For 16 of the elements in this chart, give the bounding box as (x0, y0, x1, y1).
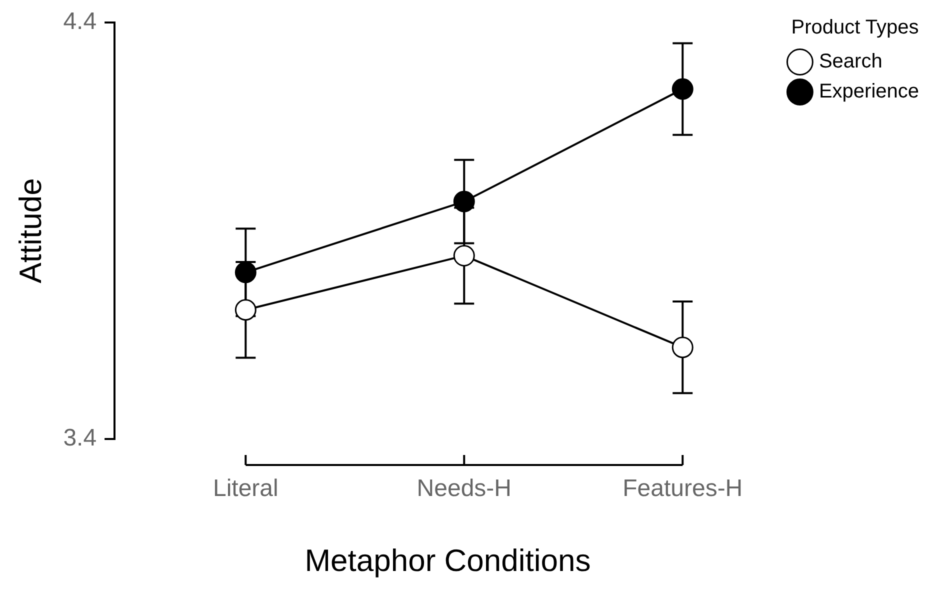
point (453, 244, 475, 266)
x-axis-title: Metaphor Conditions (304, 542, 591, 578)
x-tick-label: Needs-H (416, 475, 512, 502)
legend-label: Experience (818, 80, 920, 103)
x-tick-label: Features-H (622, 475, 743, 502)
y-tick-label: 3.4 (63, 424, 97, 452)
legend-title: Product Types (791, 16, 919, 39)
y-tick-label: 4.4 (63, 8, 97, 36)
point (234, 299, 256, 321)
point (672, 78, 694, 100)
legend-label: Search (818, 50, 882, 73)
point (672, 336, 694, 358)
point (234, 262, 256, 284)
y-axis-title: Attitude (13, 178, 48, 284)
x-tick-label: Literal (212, 475, 278, 502)
point (453, 190, 475, 212)
